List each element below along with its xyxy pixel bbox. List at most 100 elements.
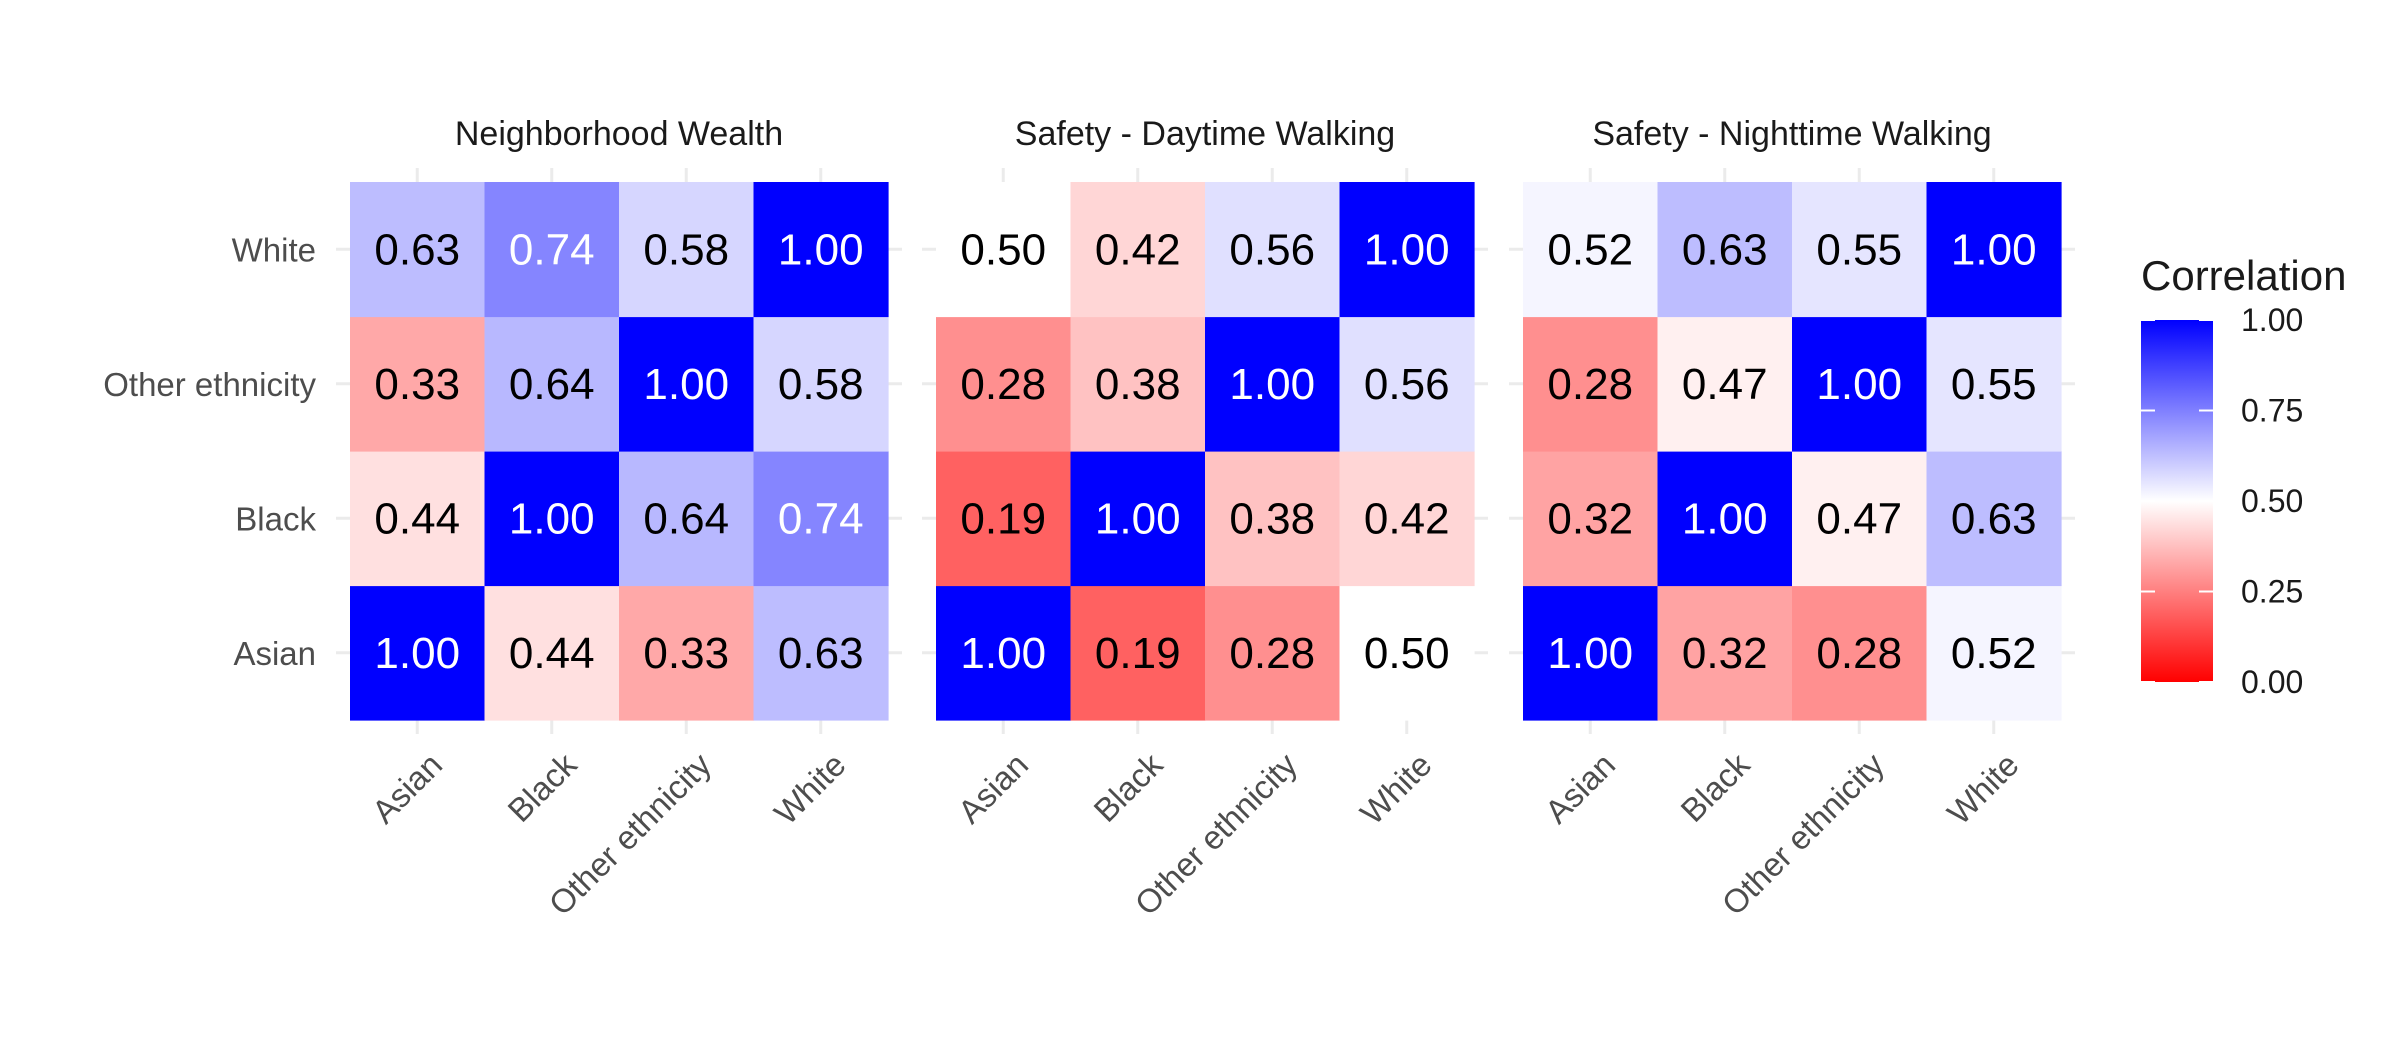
- cell-value-label: 1.00: [778, 225, 864, 274]
- cell-value-label: 0.56: [1364, 360, 1450, 409]
- heatmap-cell: [350, 316, 486, 452]
- legend-tick-label: 0.75: [2241, 393, 2303, 429]
- cell-value-label: 0.28: [960, 360, 1046, 409]
- cell-value-label: 1.00: [374, 629, 460, 678]
- y-tick-label: White: [232, 231, 316, 268]
- cell-value-label: 0.55: [1951, 360, 2037, 409]
- panel-title: Safety - Nighttime Walking: [1592, 115, 1991, 153]
- heatmap-cell: [350, 182, 486, 318]
- heatmap-cell: [1339, 316, 1475, 452]
- cell-value-label: 0.63: [1682, 225, 1768, 274]
- cell-value-label: 0.63: [778, 629, 864, 678]
- heatmap-cell: [619, 451, 755, 587]
- heatmap-cell: [936, 451, 1072, 587]
- cell-value-label: 0.47: [1682, 360, 1768, 409]
- panel-title: Neighborhood Wealth: [455, 115, 783, 153]
- heatmap-cells: 1.00 0.44 0.33 0.63 0.44 1.00 0.64 0.74 0.33 0.64…: [350, 182, 889, 721]
- cell-value-label: 1.00: [1682, 494, 1768, 543]
- cell-value-label: 1.00: [1547, 629, 1633, 678]
- cell-value-label: 0.56: [1229, 225, 1315, 274]
- y-tick-label: Black: [235, 500, 316, 537]
- heatmap-cell: [350, 451, 486, 587]
- cell-value-label: 0.63: [1951, 494, 2037, 543]
- heatmap-cell: [753, 316, 889, 452]
- cell-value-label: 0.33: [374, 360, 460, 409]
- cell-value-label: 1.00: [509, 494, 595, 543]
- heatmap-cell: [1657, 316, 1793, 452]
- heatmap-cell: [484, 451, 620, 587]
- heatmap-cell: [350, 585, 486, 721]
- heatmap-cell: [484, 316, 620, 452]
- cell-value-label: 0.42: [1364, 494, 1450, 543]
- legend-tick-label: 1.00: [2241, 302, 2303, 338]
- heatmap-cell: [936, 585, 1072, 721]
- heatmap-cell: [1523, 585, 1659, 721]
- heatmap-cell: [1657, 182, 1793, 318]
- heatmap-cell: [1205, 451, 1341, 587]
- heatmap-cell: [1070, 182, 1206, 318]
- cell-value-label: 0.19: [960, 494, 1046, 543]
- heatmap-cell: [484, 585, 620, 721]
- legend: Correlation 0.00 0.25 0.50 0.75 1.00: [2141, 252, 2346, 700]
- heatmap-cell: [1070, 585, 1206, 721]
- legend-tick-label: 0.00: [2241, 664, 2303, 700]
- heatmap-cell: [484, 182, 620, 318]
- cell-value-label: 0.19: [1095, 629, 1181, 678]
- legend-tick-label: 0.50: [2241, 483, 2303, 519]
- y-tick-label: Asian: [233, 635, 316, 672]
- cell-value-label: 0.32: [1682, 629, 1768, 678]
- heatmap-cell: [1792, 182, 1928, 318]
- heatmap-cell: [936, 182, 1072, 318]
- heatmap-cell: [1792, 451, 1928, 587]
- cell-value-label: 1.00: [1095, 494, 1181, 543]
- legend-tick-label: 0.25: [2241, 574, 2303, 610]
- cell-value-label: 0.38: [1095, 360, 1181, 409]
- heatmap-cell: [1205, 585, 1341, 721]
- cell-value-label: 0.50: [960, 225, 1046, 274]
- cell-value-label: 0.63: [374, 225, 460, 274]
- heatmap-cell: [1523, 451, 1659, 587]
- cell-value-label: 1.00: [1951, 225, 2037, 274]
- heatmap-panels: Neighborhood Wealth1.000.440.330.630.441…: [103, 115, 2075, 922]
- cell-value-label: 0.47: [1816, 494, 1902, 543]
- cell-value-label: 0.52: [1547, 225, 1633, 274]
- x-tick-label: Asian: [951, 746, 1036, 831]
- cell-value-label: 0.64: [509, 360, 595, 409]
- heatmap-panel: Neighborhood Wealth1.000.440.330.630.441…: [103, 115, 902, 922]
- cell-value-label: 0.33: [643, 629, 729, 678]
- cell-value-label: 1.00: [1816, 360, 1902, 409]
- heatmap-cell: [1926, 182, 2062, 318]
- cell-value-label: 1.00: [1229, 360, 1315, 409]
- y-tick-label: Other ethnicity: [103, 366, 316, 403]
- heatmap-cell: [1926, 585, 2062, 721]
- x-tick-label: Black: [500, 745, 584, 829]
- heatmap-cell: [753, 585, 889, 721]
- cell-value-label: 0.28: [1229, 629, 1315, 678]
- cell-value-label: 0.74: [509, 225, 595, 274]
- cell-value-label: 0.55: [1816, 225, 1902, 274]
- cell-value-label: 0.64: [643, 494, 729, 543]
- x-tick-label: White: [1940, 746, 2026, 832]
- cell-value-label: 0.50: [1364, 629, 1450, 678]
- cell-value-label: 1.00: [643, 360, 729, 409]
- heatmap-panel: Safety - Nighttime Walking 1.00 0.32 0.28 0.…: [1509, 115, 2075, 922]
- cell-value-label: 1.00: [960, 629, 1046, 678]
- cell-value-label: 1.00: [1364, 225, 1450, 274]
- x-tick-label: Black: [1086, 745, 1170, 829]
- cell-value-label: 0.44: [374, 494, 460, 543]
- heatmap-cell: [753, 182, 889, 318]
- cell-value-label: 0.44: [509, 629, 595, 678]
- heatmap-cell: [1070, 316, 1206, 452]
- heatmap-cell: [1070, 451, 1206, 587]
- heatmap-cell: [1792, 585, 1928, 721]
- heatmap-cell: [1523, 182, 1659, 318]
- cell-value-label: 0.58: [643, 225, 729, 274]
- heatmap-cell: [753, 451, 889, 587]
- heatmap-cell: [619, 585, 755, 721]
- y-axis-tick-labels: Asian Black Other ethnicity White: [103, 231, 316, 672]
- heatmap-cell: [619, 182, 755, 318]
- heatmap-cell: [1339, 182, 1475, 318]
